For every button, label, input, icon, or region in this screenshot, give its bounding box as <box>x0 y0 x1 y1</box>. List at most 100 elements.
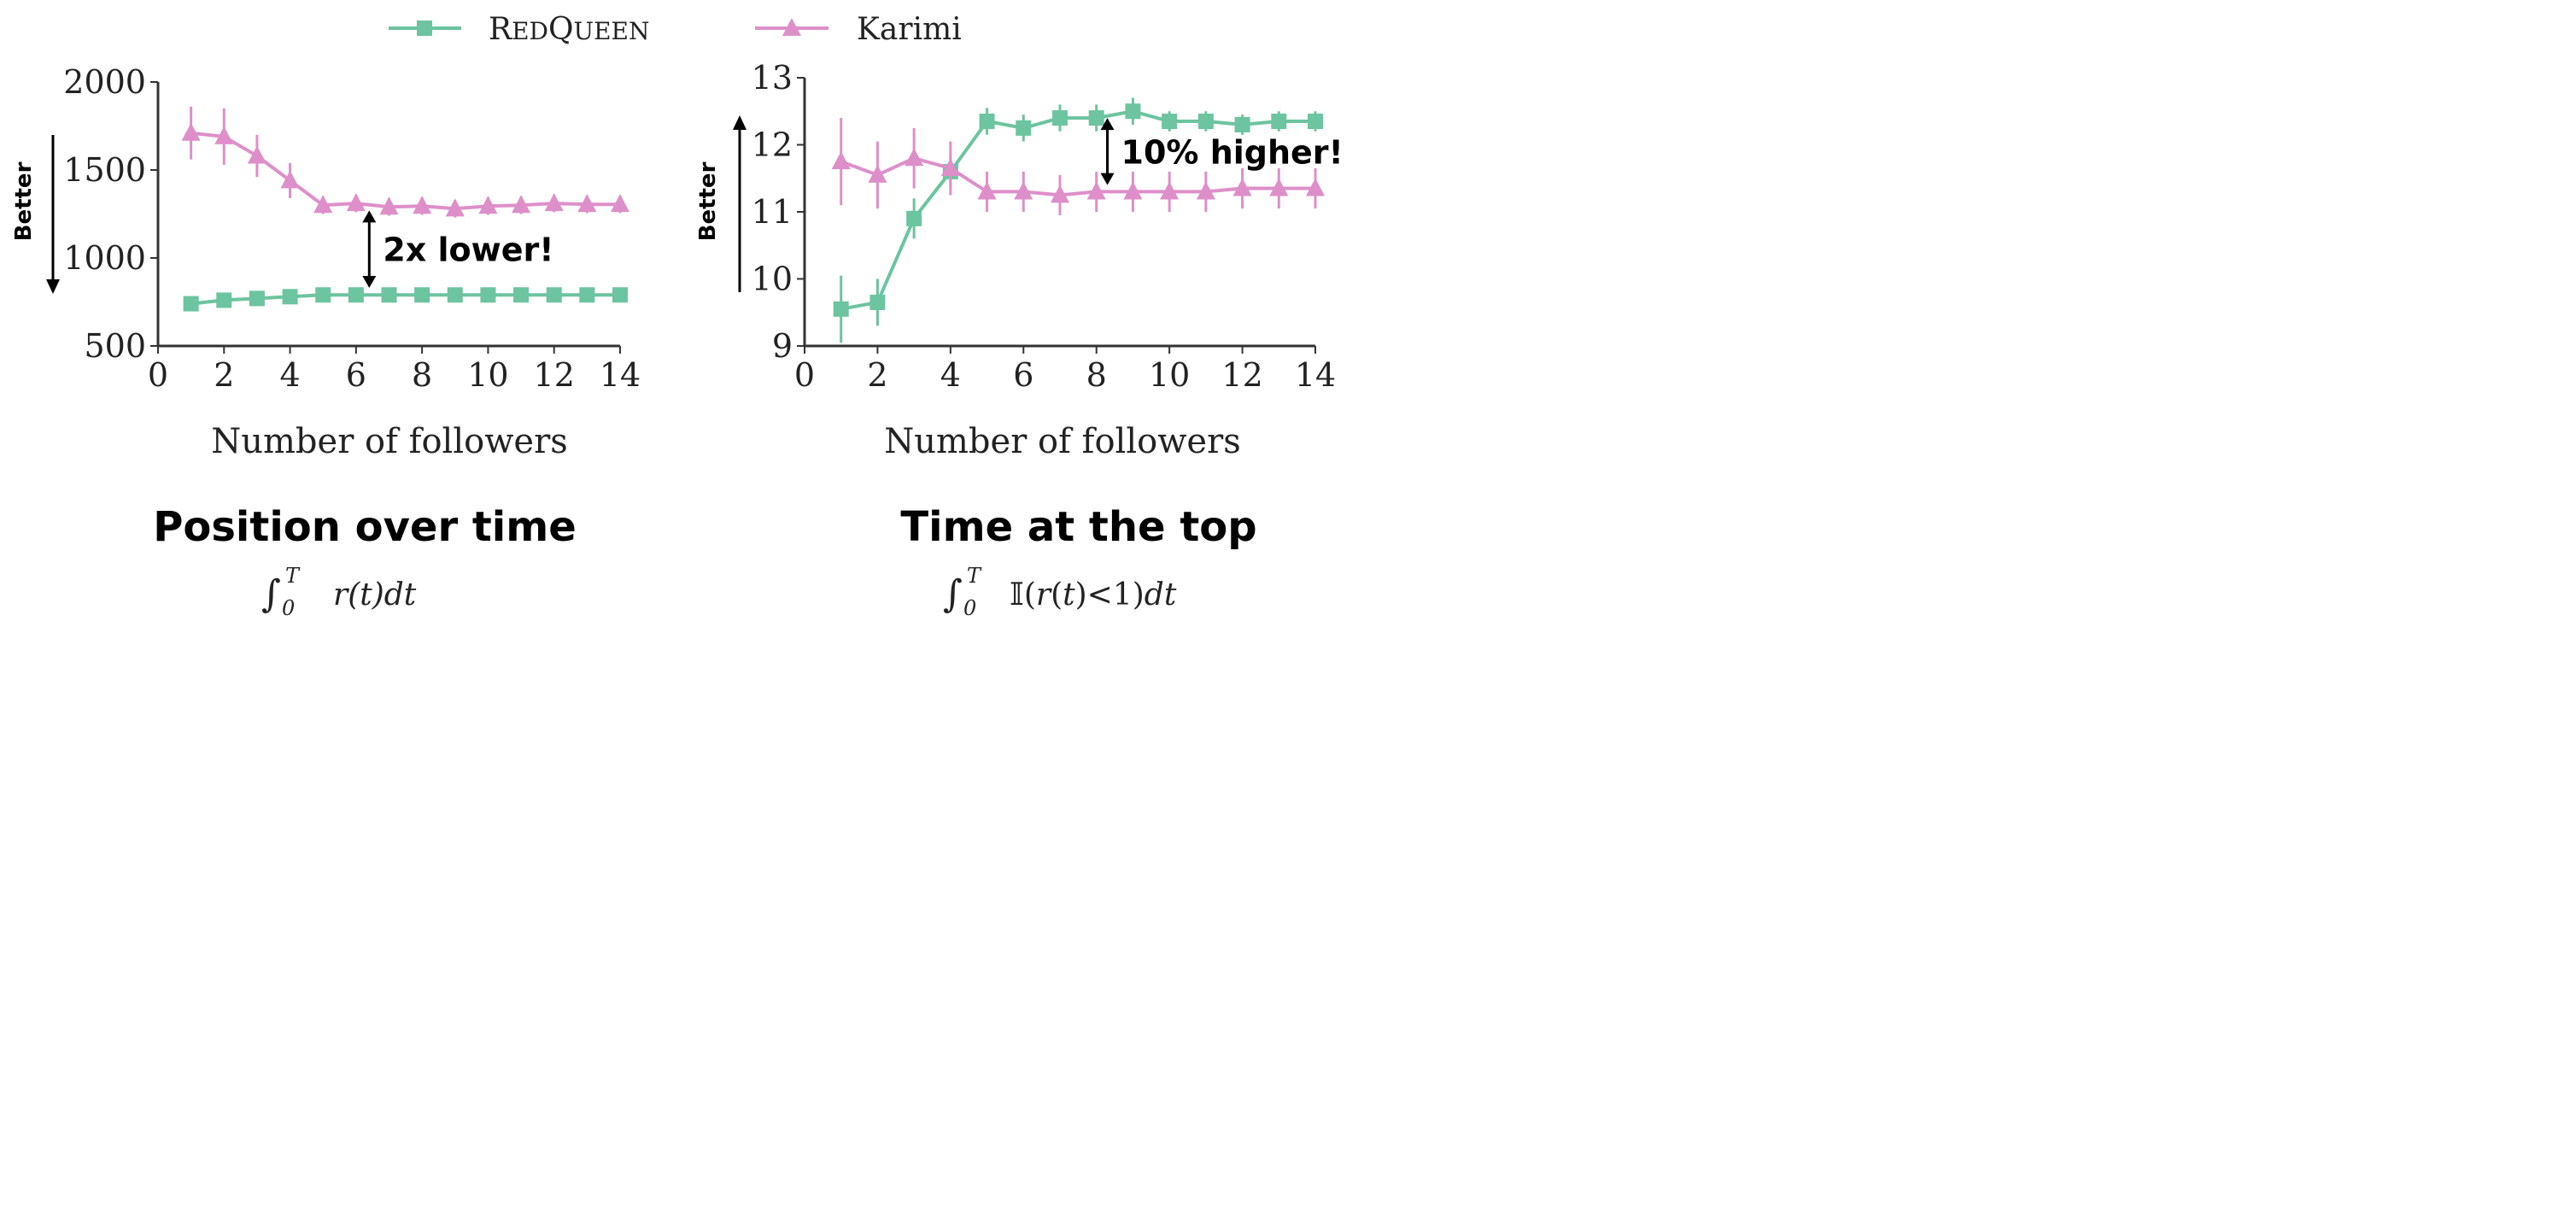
data-point-triangle <box>1160 181 1180 200</box>
data-point-triangle <box>247 145 266 164</box>
x-tick-label: 8 <box>1086 356 1107 394</box>
data-point-square <box>249 290 265 307</box>
data-point-square <box>833 301 849 317</box>
legend-marker-square-icon <box>417 21 432 36</box>
x-tick-label: 14 <box>600 356 641 394</box>
data-point-square <box>1088 110 1104 126</box>
arrow-up-icon <box>1100 118 1115 131</box>
arrow-down-icon <box>362 276 377 289</box>
x-tick-label: 2 <box>867 356 887 394</box>
legend-label-redqueen: REDQUEEN <box>489 12 650 47</box>
data-point-triangle <box>1306 178 1325 196</box>
y-tick-label: 9 <box>772 327 793 365</box>
series-redqueen <box>183 287 628 312</box>
data-point-square <box>1308 114 1323 130</box>
data-point-square <box>480 287 496 303</box>
x-axis-label: Number of followers <box>884 422 1241 461</box>
y-tick-label: 1500 <box>63 151 146 189</box>
chart-formula: ∫ 0 T r(t)dt <box>261 564 417 620</box>
data-point-triangle <box>214 126 234 144</box>
svg-text:∫: ∫ <box>943 572 963 616</box>
data-point-triangle <box>181 122 201 141</box>
annotation-text: 10% higher! <box>1121 133 1339 171</box>
x-tick-label: 0 <box>794 356 815 394</box>
data-point-triangle <box>346 193 366 212</box>
data-point-triangle <box>1196 181 1215 200</box>
data-point-triangle <box>379 196 399 215</box>
data-point-square <box>906 210 922 226</box>
x-tick-label: 0 <box>148 356 168 394</box>
x-tick-label: 4 <box>279 356 300 394</box>
svg-text:0: 0 <box>963 596 976 620</box>
better-indicator-down: Better <box>11 135 60 294</box>
axes: 0 2 4 6 8 10 12 14 9 10 11 12 13 <box>752 59 1337 394</box>
data-point-triangle <box>577 194 597 213</box>
arrow-down-icon <box>1100 173 1115 185</box>
x-tick-label: 8 <box>412 356 432 394</box>
y-tick-label: 1000 <box>63 239 146 277</box>
svg-text:∫: ∫ <box>261 572 281 616</box>
data-point-square <box>1271 114 1287 130</box>
svg-text:T: T <box>967 564 982 588</box>
series-layer <box>831 97 1325 343</box>
legend: REDQUEEN Karimi <box>389 12 962 47</box>
data-point-square <box>282 289 298 305</box>
x-tick-label: 12 <box>534 356 575 394</box>
data-point-square <box>979 114 995 130</box>
legend-marker-triangle-icon <box>782 18 801 36</box>
data-point-square <box>348 287 364 303</box>
data-point-triangle <box>940 157 960 176</box>
legend-entry-karimi: Karimi <box>755 12 962 47</box>
arrow-up-icon <box>733 115 746 130</box>
y-tick-label: 500 <box>84 327 146 365</box>
chart-title: Time at the top <box>900 503 1256 551</box>
data-point-triangle <box>544 193 564 212</box>
x-tick-label: 10 <box>467 356 508 394</box>
annotation: 10% higher! <box>1100 118 1339 185</box>
data-point-triangle <box>445 198 465 217</box>
x-tick-label: 6 <box>346 356 366 394</box>
x-tick-label: 14 <box>1295 356 1336 394</box>
legend-entry-redqueen: REDQUEEN <box>389 12 650 47</box>
svg-text:r(t)dt: r(t)dt <box>333 577 417 612</box>
x-tick-label: 4 <box>940 356 961 394</box>
series-karimi <box>831 118 1325 215</box>
chart-title: Position over time <box>153 503 577 551</box>
x-tick-label: 6 <box>1013 356 1033 394</box>
figure: REDQUEEN Karimi Better 0 2 4 6 8 10 12 14500100… <box>11 12 1339 620</box>
data-point-square <box>1162 114 1178 130</box>
svg-text:0: 0 <box>282 596 295 620</box>
data-point-square <box>513 287 530 303</box>
svg-text:𝕀(r(t)<1)dt: 𝕀(r(t)<1)dt <box>1010 577 1177 612</box>
data-point-triangle <box>478 196 498 214</box>
data-point-square <box>1125 103 1141 120</box>
y-tick-label: 2000 <box>63 63 146 101</box>
series-karimi <box>181 106 629 218</box>
y-tick-label: 13 <box>752 59 793 97</box>
data-point-triangle <box>831 151 851 170</box>
x-tick-label: 12 <box>1221 356 1262 394</box>
data-point-triangle <box>1014 181 1033 200</box>
data-point-square <box>869 294 886 310</box>
chart-position-over-time: Better 0 2 4 6 8 10 12 14 500 1000 1500 2000 2x low… <box>11 63 641 620</box>
data-point-square <box>579 287 595 303</box>
data-point-square <box>1052 110 1068 126</box>
data-point-triangle <box>280 170 300 189</box>
x-axis-label: Number of followers <box>211 422 568 461</box>
data-point-triangle <box>977 181 997 200</box>
data-point-square <box>1016 120 1032 136</box>
series-layer <box>181 106 629 312</box>
data-point-triangle <box>1123 181 1143 200</box>
data-point-square <box>183 296 199 312</box>
y-tick-label: 12 <box>752 126 793 164</box>
data-point-triangle <box>1232 178 1252 196</box>
data-point-triangle <box>905 148 924 167</box>
data-point-triangle <box>1086 181 1106 200</box>
y-tick-label: 10 <box>752 261 793 298</box>
data-point-triangle <box>611 194 629 213</box>
data-point-triangle <box>868 164 887 183</box>
data-point-square <box>447 287 463 303</box>
data-point-triangle <box>512 195 531 214</box>
legend-label-karimi: Karimi <box>857 12 962 47</box>
